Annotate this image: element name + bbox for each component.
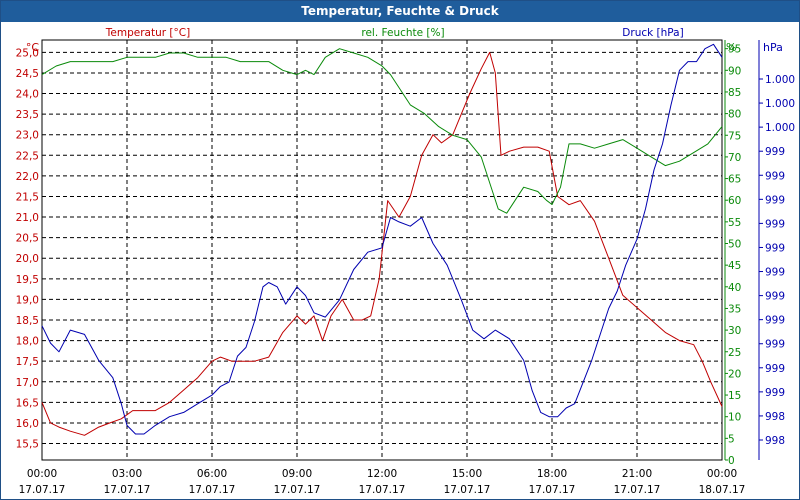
pressure-tick-label: 1.000	[765, 98, 795, 110]
chart-area: 25,0 24,5 24,0 23,5 23,0 22,5 22,0 21,5 21,0 20,5…	[16, 27, 795, 496]
humidity-series-label: rel. Feuchte [%]	[361, 27, 444, 39]
humidity-tick-label: 45	[728, 260, 741, 272]
pressure-tick-label: 999	[765, 194, 785, 206]
humidity-tick-label: 65	[728, 174, 741, 186]
temperature-tick-label: 19,0	[16, 294, 39, 306]
humidity-tick-label: 80	[728, 109, 741, 121]
pressure-unit: hPa	[763, 41, 783, 54]
temperature-axis: 25,0 24,5 24,0 23,5 23,0 22,5 22,0 21,5 21,0 20,5…	[16, 47, 39, 450]
pressure-tick-label: 999	[765, 339, 785, 351]
temperature-series-line	[41, 51, 723, 436]
date-tick-label: 17.07.17	[189, 484, 236, 496]
time-axis: 00:00 17.07.17 03:00 17.07.17 06:00 17.07.17 0…	[19, 468, 746, 496]
chart-title: Temperatur, Feuchte & Druck	[1, 1, 799, 22]
time-tick-label: 18:00	[537, 468, 567, 480]
temperature-tick-label: 22,0	[16, 171, 39, 183]
humidity-tick-label: 15	[728, 390, 741, 402]
temperature-tick-label: 16,0	[16, 418, 39, 430]
pressure-tick-label: 999	[765, 363, 785, 375]
humidity-tick-label: 25	[728, 347, 741, 359]
time-tick-label: 09:00	[282, 468, 312, 480]
time-tick-label: 15:00	[452, 468, 482, 480]
date-tick-label: 17.07.17	[104, 484, 151, 496]
pressure-tick-label: 998	[765, 411, 785, 423]
pressure-tick-label: 999	[765, 291, 785, 303]
temperature-tick-label: 17,5	[16, 356, 39, 368]
humidity-tick-label: 35	[728, 303, 741, 315]
humidity-tick-label: 30	[728, 325, 741, 337]
temperature-series-label: Temperatur [°C]	[105, 27, 190, 39]
temperature-tick-label: 21,0	[16, 212, 39, 224]
date-tick-label: 17.07.17	[359, 484, 406, 496]
humidity-tick-label: 70	[728, 152, 741, 164]
humidity-tick-label: 55	[728, 217, 741, 229]
temperature-tick-label: 16,5	[16, 397, 39, 409]
time-tick-label: 21:00	[622, 468, 652, 480]
pressure-tick-label: 999	[765, 218, 785, 230]
humidity-tick-label: 60	[728, 195, 741, 207]
time-tick-label: 00:00	[27, 468, 57, 480]
temperature-tick-label: 24,0	[16, 89, 39, 101]
date-tick-label: 17.07.17	[529, 484, 576, 496]
humidity-tick-label: 75	[728, 130, 741, 142]
pressure-tick-label: 999	[765, 267, 785, 279]
humidity-tick-label: 0	[728, 455, 735, 467]
plot-frame	[41, 39, 723, 461]
pressure-series-line	[41, 43, 723, 435]
pressure-tick-label: 999	[765, 170, 785, 182]
pressure-series-label: Druck [hPa]	[622, 27, 683, 39]
pressure-tick-label: 999	[765, 387, 785, 399]
temperature-tick-label: 22,5	[16, 150, 39, 162]
date-tick-label: 17.07.17	[614, 484, 661, 496]
temperature-tick-label: 18,0	[16, 336, 39, 348]
humidity-tick-label: 95	[728, 44, 741, 56]
pressure-tick-label: 998	[765, 435, 785, 447]
humidity-tick-label: 40	[728, 282, 741, 294]
temperature-tick-label: 24,5	[16, 68, 39, 80]
pressure-axis: 1.000 1.000 1.000 999 999 999 999 999 999 999 999 9…	[758, 40, 795, 460]
pressure-tick-label: 999	[765, 315, 785, 327]
time-tick-label: 06:00	[197, 468, 227, 480]
temperature-tick-label: 17,0	[16, 377, 39, 389]
grid	[42, 40, 722, 460]
temperature-tick-label: 21,5	[16, 191, 39, 203]
series-group	[41, 43, 723, 436]
temperature-tick-label: 18,5	[16, 315, 39, 327]
plot-border	[41, 39, 723, 461]
humidity-unit: %	[726, 41, 736, 54]
time-tick-label: 00:00	[707, 468, 737, 480]
temperature-tick-label: 15,5	[16, 439, 39, 451]
humidity-tick-label: 85	[728, 87, 741, 99]
date-tick-label: 17.07.17	[274, 484, 321, 496]
time-tick-label: 03:00	[112, 468, 142, 480]
temperature-tick-label: 23,0	[16, 130, 39, 142]
axis-headers: Temperatur [°C] rel. Feuchte [%] Druck […	[26, 27, 783, 54]
temperature-tick-label: 23,5	[16, 109, 39, 121]
pressure-tick-label: 1.000	[765, 74, 795, 86]
temperature-tick-label: 20,5	[16, 233, 39, 245]
date-tick-label: 17.07.17	[19, 484, 66, 496]
date-tick-label: 17.07.17	[444, 484, 491, 496]
humidity-tick-label: 50	[728, 239, 741, 251]
temperature-tick-label: 25,0	[16, 47, 39, 59]
humidity-tick-label: 90	[728, 65, 741, 77]
pressure-tick-label: 999	[765, 242, 785, 254]
humidity-tick-label: 20	[728, 368, 741, 380]
pressure-tick-label: 999	[765, 146, 785, 158]
time-tick-label: 12:00	[367, 468, 397, 480]
pressure-tick-label: 1.000	[765, 122, 795, 134]
temperature-tick-label: 20,0	[16, 253, 39, 265]
temperature-unit: °C	[26, 41, 40, 54]
date-tick-label: 18.07.17	[699, 484, 746, 496]
humidity-tick-label: 10	[728, 412, 741, 424]
humidity-series-line	[41, 48, 723, 214]
humidity-tick-label: 5	[728, 433, 735, 445]
temperature-tick-label: 19,5	[16, 274, 39, 286]
